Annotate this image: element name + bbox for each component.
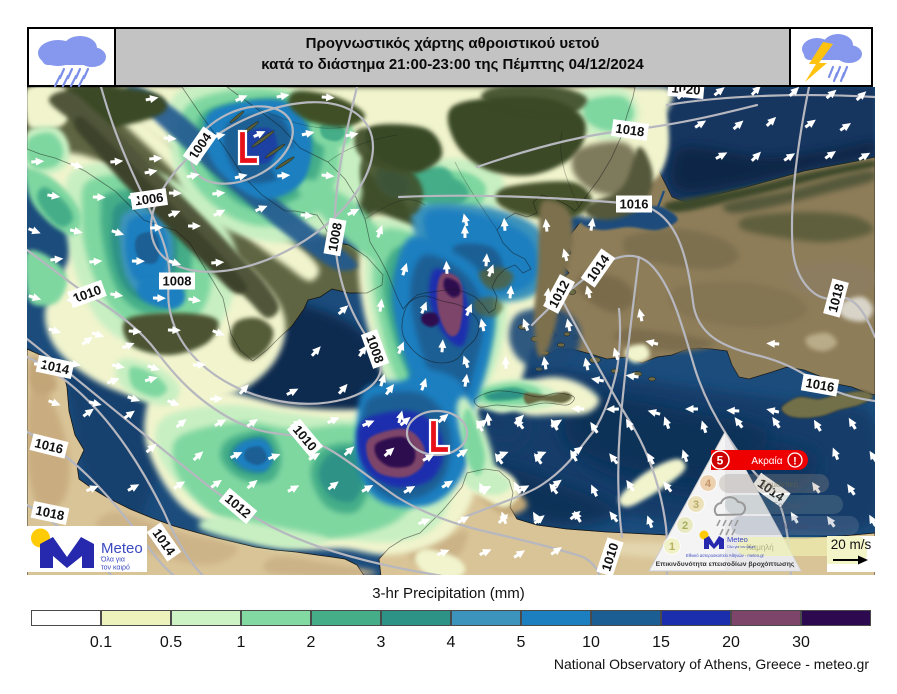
svg-text:1008: 1008 <box>163 274 192 289</box>
svg-text:1018: 1018 <box>34 503 65 524</box>
svg-text:1008: 1008 <box>325 221 345 252</box>
svg-text:Ακραία: Ακραία <box>751 455 782 467</box>
svg-text:Meteo: Meteo <box>101 540 143 557</box>
svg-text:1014: 1014 <box>39 357 71 378</box>
svg-text:1006: 1006 <box>134 190 165 209</box>
svg-text:1016: 1016 <box>620 197 649 212</box>
svg-text:1020: 1020 <box>671 87 701 98</box>
svg-text:1016: 1016 <box>804 375 835 395</box>
svg-text:1: 1 <box>669 541 675 553</box>
svg-text:5: 5 <box>717 454 724 468</box>
svg-text:Επικινδυνότητα επεισοδίων βροχ: Επικινδυνότητα επεισοδίων βροχόπτωσης <box>656 561 795 568</box>
svg-text:Σημαντική: Σημαντική <box>762 480 798 489</box>
svg-text:1018: 1018 <box>615 121 646 140</box>
svg-text:3: 3 <box>693 499 699 511</box>
svg-text:1018: 1018 <box>825 282 847 314</box>
svg-text:20 m/s: 20 m/s <box>831 537 872 552</box>
svg-text:Όλα για: Όλα για <box>100 557 125 564</box>
svg-text:2: 2 <box>682 520 688 532</box>
svg-text:Meteo: Meteo <box>727 535 748 544</box>
svg-text:Χαμηλή: Χαμηλή <box>746 543 773 552</box>
svg-text:Εθνικό αστεροσκοπείο Αθηνών -: Εθνικό αστεροσκοπείο Αθηνών - meteo.gr <box>686 553 765 558</box>
svg-text:!: ! <box>793 456 797 468</box>
svg-text:Μέτρια: Μέτρια <box>783 522 808 531</box>
svg-text:Όλα για τον καιρό: Όλα για τον καιρό <box>726 545 755 549</box>
svg-text:Σοβαρή: Σοβαρή <box>773 501 801 510</box>
svg-text:τον καιρό: τον καιρό <box>101 564 130 572</box>
svg-text:1016: 1016 <box>33 435 65 457</box>
svg-text:4: 4 <box>705 478 712 490</box>
